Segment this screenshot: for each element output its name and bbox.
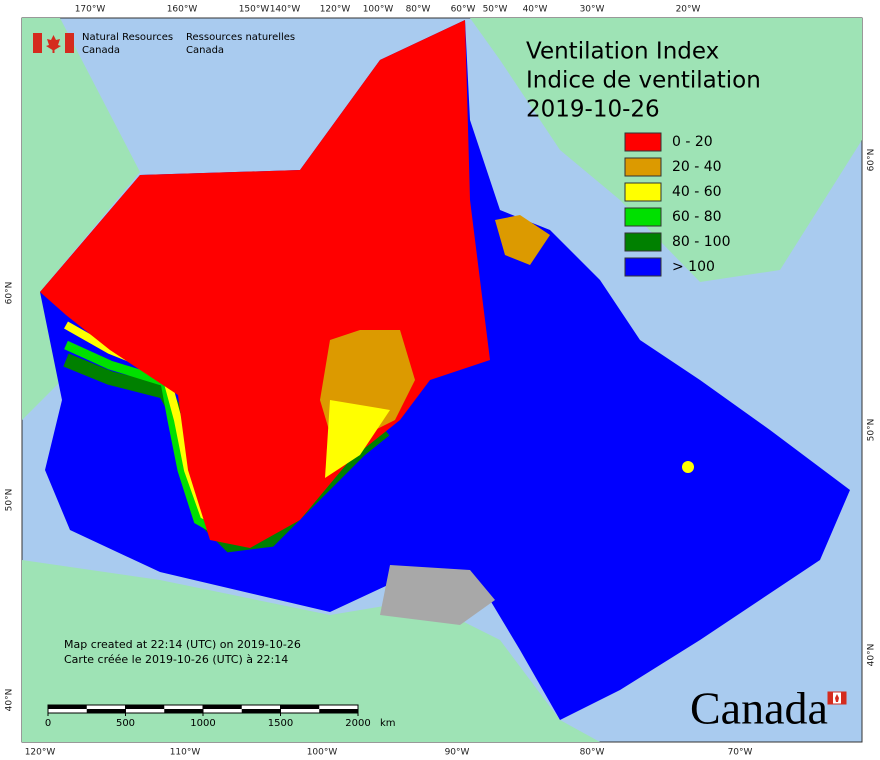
scale-label: 1500 [268, 718, 293, 729]
lon-label: 90°W [445, 748, 470, 758]
title: Ventilation Index [526, 39, 719, 65]
flag-bar [841, 692, 846, 704]
lon-label: 160°W [167, 5, 198, 15]
scale-bar: 0 500 1000 1500 2000 km [45, 704, 396, 729]
org-fr: Ressources naturelles [186, 32, 295, 43]
flag-bar [33, 33, 42, 53]
legend-label: > 100 [672, 259, 715, 275]
lon-label: 100°W [307, 748, 338, 758]
title-date: 2019-10-26 [526, 97, 660, 123]
org-fr: Canada [186, 45, 224, 56]
legend-swatch [624, 257, 662, 277]
scale-unit: km [380, 718, 396, 729]
lat-label: 60°N [867, 149, 877, 172]
legend-label: 80 - 100 [672, 234, 731, 250]
no-data [380, 565, 495, 625]
lon-label: 20°W [676, 5, 701, 15]
lat-label: 60°N [5, 282, 15, 305]
scale-label: 0 [45, 718, 51, 729]
scale-segment [125, 705, 165, 709]
scale-label: 2000 [345, 718, 370, 729]
legend-label: 20 - 40 [672, 159, 722, 175]
zone-yellow-2 [325, 400, 390, 478]
legend-label: 0 - 20 [672, 134, 713, 150]
lon-label: 120°W [25, 748, 56, 758]
wordmark: Canada [690, 683, 828, 734]
scale-segment [48, 705, 87, 709]
legend: 0 - 20 20 - 40 40 - 60 60 - 80 80 - 100 > 100 [624, 132, 731, 277]
graticule-labels: 170°W 160°W 150°W 140°W 120°W 100°W 80°W… [5, 5, 877, 758]
scale-label: 1000 [190, 718, 215, 729]
flag-bar [65, 33, 74, 53]
legend-swatch [624, 132, 662, 152]
org-en: Natural Resources [82, 32, 173, 43]
org-en: Canada [82, 45, 120, 56]
lon-label: 30°W [580, 5, 605, 15]
legend-label: 40 - 60 [672, 184, 722, 200]
land [22, 18, 862, 742]
canada-wordmark: Canada [690, 683, 847, 734]
legend-swatch [624, 207, 662, 227]
scale-segment [203, 705, 242, 709]
lon-label: 140°W [270, 5, 301, 15]
flag-bar [828, 692, 833, 704]
scale-label: 500 [116, 718, 135, 729]
legend-swatch [624, 157, 662, 177]
lon-label: 70°W [728, 748, 753, 758]
lon-label: 80°W [406, 5, 431, 15]
lon-label: 60°W [451, 5, 476, 15]
zone-orange-2 [495, 215, 550, 265]
greenland [470, 18, 862, 282]
title: Indice de ventilation [526, 68, 761, 94]
note: Carte créée le 2019-10-26 (UTC) à 22:14 [64, 653, 288, 666]
lat-label: 50°N [867, 419, 877, 442]
lat-label: 40°N [867, 644, 877, 667]
scale-segment [280, 705, 320, 709]
maple-leaf [46, 35, 61, 53]
legend-swatch [624, 232, 662, 252]
legend-swatch [624, 182, 662, 202]
note: Map created at 22:14 (UTC) on 2019-10-26 [64, 638, 301, 651]
nrcan-signature: Natural Resources Canada Ressources natu… [33, 32, 295, 56]
lon-label: 40°W [523, 5, 548, 15]
lon-label: 50°W [483, 5, 508, 15]
zone-spot [682, 461, 694, 473]
scale-segment [241, 709, 281, 713]
lon-label: 170°W [75, 5, 106, 15]
index-zones [40, 20, 850, 720]
legend-label: 60 - 80 [672, 209, 722, 225]
scale-segment [164, 709, 203, 713]
lat-label: 40°N [5, 689, 15, 712]
scale-segment [319, 709, 358, 713]
lon-label: 150°W [239, 5, 270, 15]
scale-segment [86, 709, 126, 713]
lon-label: 80°W [580, 748, 605, 758]
lat-label: 50°N [5, 489, 15, 512]
lon-label: 120°W [320, 5, 351, 15]
usa [22, 560, 600, 742]
alaska [22, 18, 140, 420]
lon-label: 110°W [170, 748, 201, 758]
lon-label: 100°W [363, 5, 394, 15]
maple-leaf [835, 694, 839, 702]
